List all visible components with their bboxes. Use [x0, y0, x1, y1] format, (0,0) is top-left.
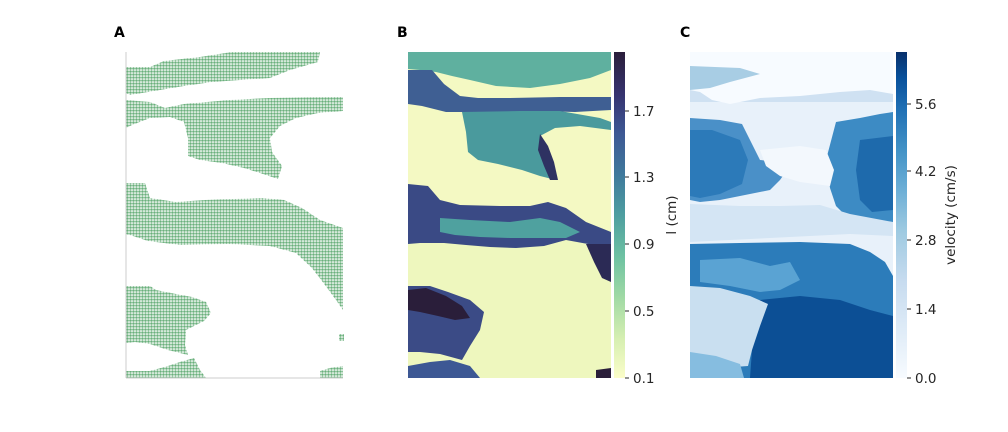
panel-a-scatter — [126, 52, 344, 378]
cbar-b-tick-label: 1.3 — [633, 170, 654, 186]
scatter-region-7 — [339, 334, 344, 341]
heatmap-b-band-top — [408, 52, 611, 88]
cbar-b-tick-label: 0.9 — [633, 237, 654, 253]
scatter-region-5 — [126, 358, 206, 378]
heatmap-c-bottom-left-blue — [690, 352, 744, 378]
cbar-c-tick-label: 0.0 — [915, 371, 936, 387]
heatmap-c-region-2-dark — [690, 130, 748, 198]
scatter-region-4 — [126, 286, 211, 355]
heatmap-b-band-bottom — [408, 360, 480, 378]
panel-b: B 0.1 0.5 0.9 — [397, 25, 680, 387]
cbar-b-tick-label: 0.1 — [633, 371, 654, 387]
heatmap-b-band-4-dark — [408, 288, 470, 320]
heatmap-b-band-2 — [462, 111, 611, 180]
colorbar-c: 0.0 1.4 2.8 4.2 5.6 velocity (cm/s) — [896, 52, 959, 387]
scatter-region-2 — [126, 97, 343, 179]
heatmap-c-bottom-light — [700, 258, 800, 292]
heatmap-b-band-3-tail — [586, 244, 611, 282]
panel-b-heatmap — [408, 52, 611, 378]
colorbar-b-gradient — [614, 52, 625, 378]
panel-c-heatmap — [690, 52, 893, 378]
cbar-c-tick-label: 1.4 — [915, 302, 936, 318]
heatmap-c-mid-band — [690, 204, 893, 242]
panel-label-a: A — [114, 25, 125, 41]
colorbar-b: 0.1 0.5 0.9 1.3 1.7 l (cm) — [614, 52, 680, 387]
heatmap-c-bottom-dark — [750, 296, 893, 378]
colorbar-c-gradient — [896, 52, 907, 378]
heatmap-b-band-top-left — [408, 70, 611, 112]
heatmap-c-mid-white — [760, 146, 834, 186]
heatmap-c-top-left — [690, 66, 760, 90]
heatmap-c-region-2-right-dark — [856, 136, 893, 212]
cbar-c-tick-label: 5.6 — [915, 97, 936, 113]
panel-a: A — [114, 25, 344, 379]
heatmap-c-bottom-left-pale — [690, 286, 768, 368]
colorbar-c-label: velocity (cm/s) — [943, 165, 959, 265]
cbar-b-tick-label: 1.7 — [633, 104, 654, 120]
heatmap-b-band-2-dark — [538, 134, 558, 180]
colorbar-b-ticks: 0.1 0.5 0.9 1.3 1.7 — [625, 104, 654, 387]
heatmap-b-band-bottom-right — [596, 368, 611, 378]
scatter-region-1 — [126, 52, 320, 95]
colorbar-c-ticks: 0.0 1.4 2.8 4.2 5.6 — [907, 97, 936, 387]
cbar-b-tick-label: 0.5 — [633, 304, 654, 320]
cbar-c-tick-label: 2.8 — [915, 233, 936, 249]
cbar-c-tick-label: 4.2 — [915, 164, 936, 180]
scatter-region-3 — [126, 183, 343, 310]
colorbar-b-label: l (cm) — [664, 195, 680, 234]
panel-c: C 0.0 1.4 2.8 — [680, 25, 959, 387]
panel-label-c: C — [680, 25, 690, 41]
heatmap-b-band-3-mid — [440, 218, 580, 238]
heatmap-c-top-white — [690, 52, 893, 104]
panel-label-b: B — [397, 25, 408, 41]
scatter-region-6 — [320, 366, 343, 378]
